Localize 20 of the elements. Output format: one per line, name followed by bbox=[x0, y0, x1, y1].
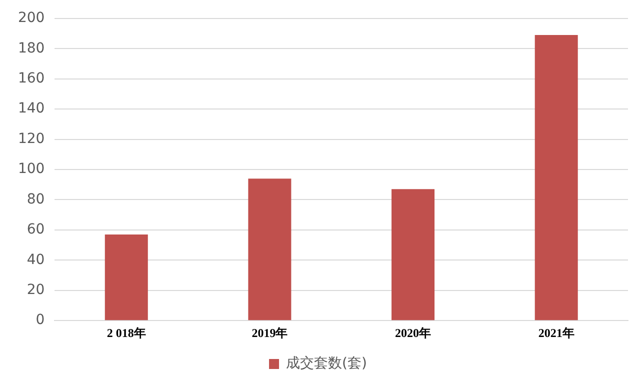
y-tick-label: 40 bbox=[26, 252, 45, 268]
y-tick-label: 20 bbox=[26, 282, 45, 298]
y-tick-label: 180 bbox=[18, 40, 45, 56]
y-tick-label: 0 bbox=[36, 312, 45, 328]
y-tick-label: 80 bbox=[26, 191, 45, 208]
y-tick-label: 200 bbox=[18, 10, 45, 26]
bar bbox=[534, 35, 578, 320]
y-tick-label: 60 bbox=[26, 222, 45, 238]
legend-label: 成交套数(套) bbox=[286, 356, 367, 372]
bar bbox=[392, 189, 435, 320]
y-tick-label: 120 bbox=[18, 130, 45, 147]
y-tick-label: 140 bbox=[18, 100, 45, 117]
y-tick-label: 160 bbox=[18, 70, 45, 86]
x-tick-label: 2021年 bbox=[538, 326, 574, 340]
x-tick-label: 2020年 bbox=[395, 326, 432, 340]
y-tick-label: 100 bbox=[18, 161, 45, 178]
bar bbox=[248, 178, 292, 320]
bar bbox=[104, 234, 148, 320]
x-tick-label: 2019年 bbox=[252, 326, 288, 340]
x-tick-label: 2 018年 bbox=[106, 326, 146, 340]
